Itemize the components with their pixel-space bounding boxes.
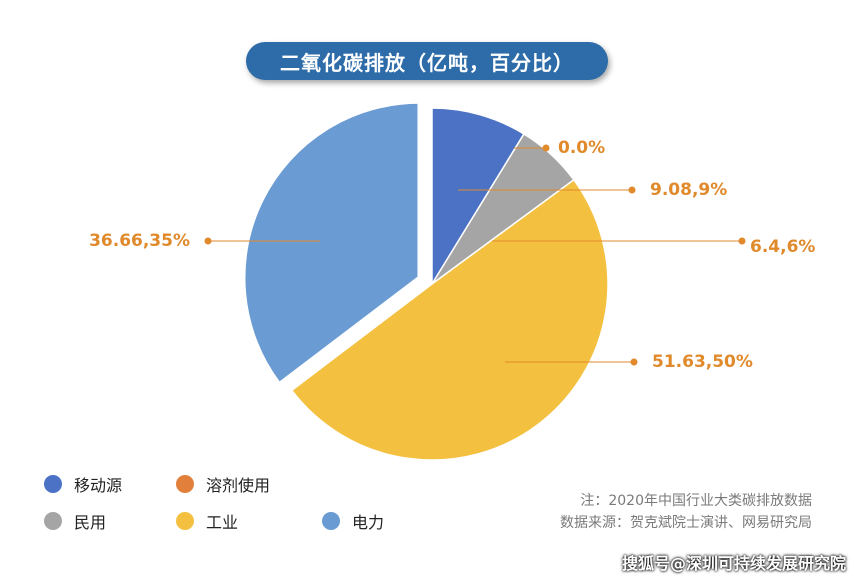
legend-item-mobile: 移动源 [44, 472, 122, 496]
legend-label: 移动源 [74, 476, 123, 495]
legend-label: 民用 [74, 513, 107, 532]
leader-dot [542, 144, 550, 152]
leader-dot [738, 237, 746, 245]
chart-title: 二氧化碳排放（亿吨，百分比） [246, 42, 608, 80]
slice-data-label: 51.63,50% [652, 352, 753, 372]
legend-item-solvent: 溶剂使用 [176, 472, 270, 496]
legend-item-power: 电力 [322, 509, 384, 533]
legend-item-residential: 民用 [44, 509, 106, 533]
pie-slice-3 [241, 99, 422, 387]
pie-slice-2 [290, 178, 609, 461]
slice-data-label: 9.08,9% [650, 180, 727, 200]
slice-data-label: 6.4,6% [750, 237, 815, 257]
legend-swatch [44, 512, 62, 530]
leader-dot [204, 237, 212, 245]
legend-swatch [176, 475, 194, 493]
legend-swatch [44, 475, 62, 493]
pie-slice-0 [431, 107, 525, 287]
legend-label: 溶剂使用 [206, 476, 271, 495]
legend-label: 电力 [352, 513, 385, 532]
legend-item-industry: 工业 [176, 509, 238, 533]
legend-swatch [176, 512, 194, 530]
watermark: 搜狐号@深圳可持续发展研究院 [621, 554, 846, 573]
note-line: 注：2020年中国行业大类碳排放数据 [580, 493, 812, 509]
slice-data-label: 36.66,35% [89, 231, 190, 251]
legend-label: 工业 [206, 513, 239, 532]
source-line: 数据来源：贺克斌院士演讲、网易研究局 [560, 515, 812, 531]
slice-data-label: 0.0% [558, 138, 605, 158]
legend-swatch [322, 512, 340, 530]
leader-dot [630, 358, 638, 366]
leader-dot [628, 186, 636, 194]
